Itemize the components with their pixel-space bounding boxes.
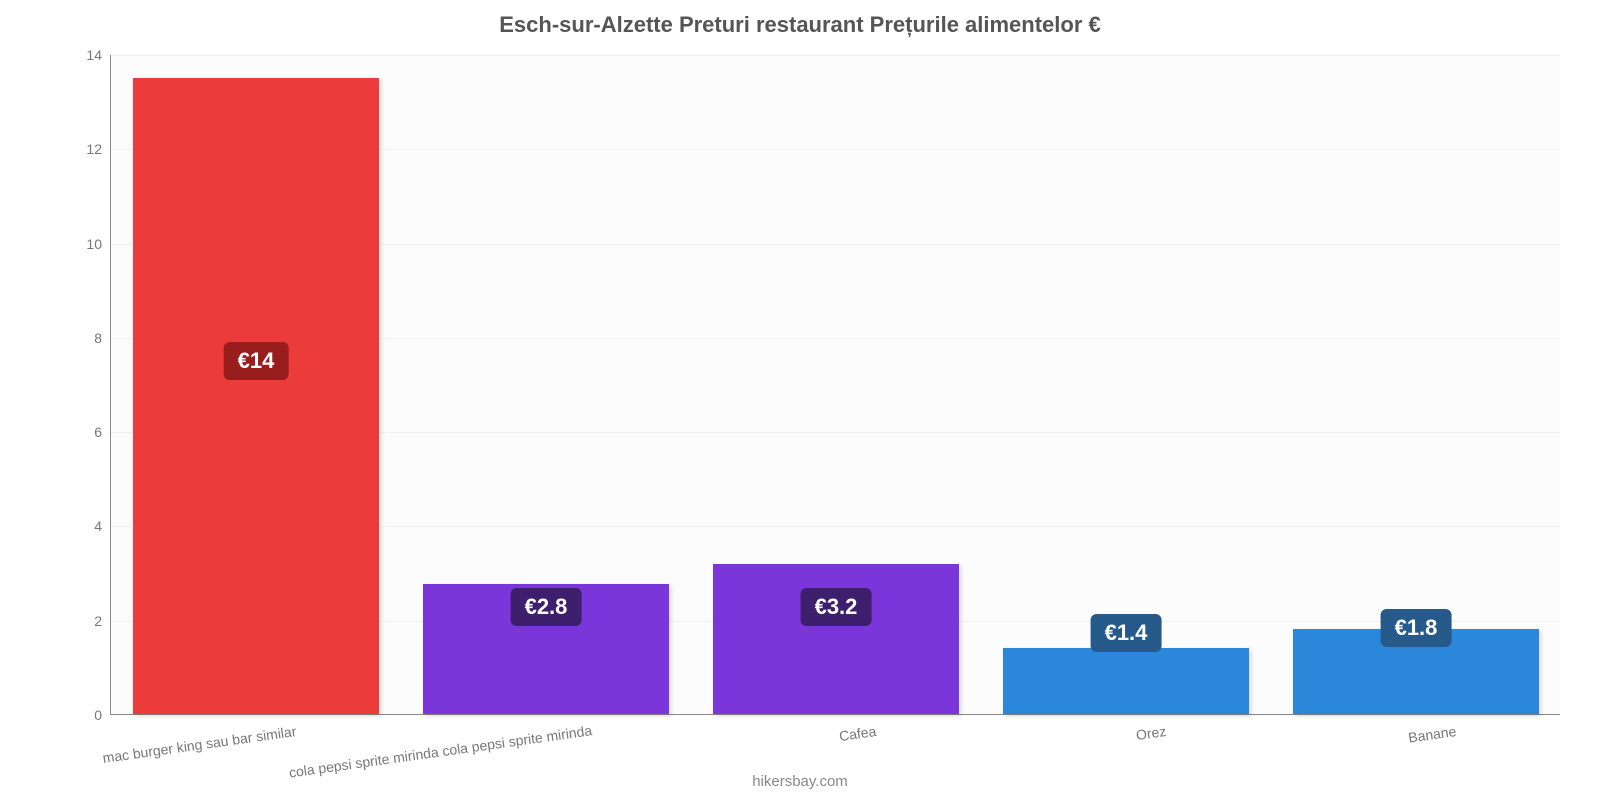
bar — [133, 78, 380, 714]
y-tick-label: 12 — [42, 141, 102, 157]
gridline — [111, 55, 1560, 56]
x-tick-label: Cafea — [578, 723, 877, 781]
plot-area: €14 €2.8 €3.2 €1.4 €1.8 — [110, 55, 1560, 715]
bar-value-label: €1.8 — [1381, 609, 1452, 647]
bar-value-label: €2.8 — [511, 588, 582, 626]
footer-attribution: hikersbay.com — [0, 773, 1600, 790]
x-tick-label: cola pepsi sprite mirinda cola pepsi spr… — [288, 723, 587, 781]
y-tick-label: 2 — [42, 613, 102, 629]
bar-value-label: €1.4 — [1091, 614, 1162, 652]
x-tick-label: mac burger king sau bar similar — [0, 723, 297, 781]
y-tick-label: 4 — [42, 518, 102, 534]
y-tick-label: 10 — [42, 236, 102, 252]
bar-value-label: €3.2 — [801, 588, 872, 626]
y-tick-label: 14 — [42, 47, 102, 63]
bar-value-label: €14 — [224, 342, 289, 380]
bar — [1003, 648, 1250, 714]
y-tick-label: 0 — [42, 707, 102, 723]
x-tick-label: Banane — [1158, 723, 1457, 781]
x-tick-label: Orez — [868, 723, 1167, 781]
chart-title: Esch-sur-Alzette Preturi restaurant Preț… — [0, 12, 1600, 38]
y-tick-label: 8 — [42, 330, 102, 346]
y-tick-label: 6 — [42, 424, 102, 440]
